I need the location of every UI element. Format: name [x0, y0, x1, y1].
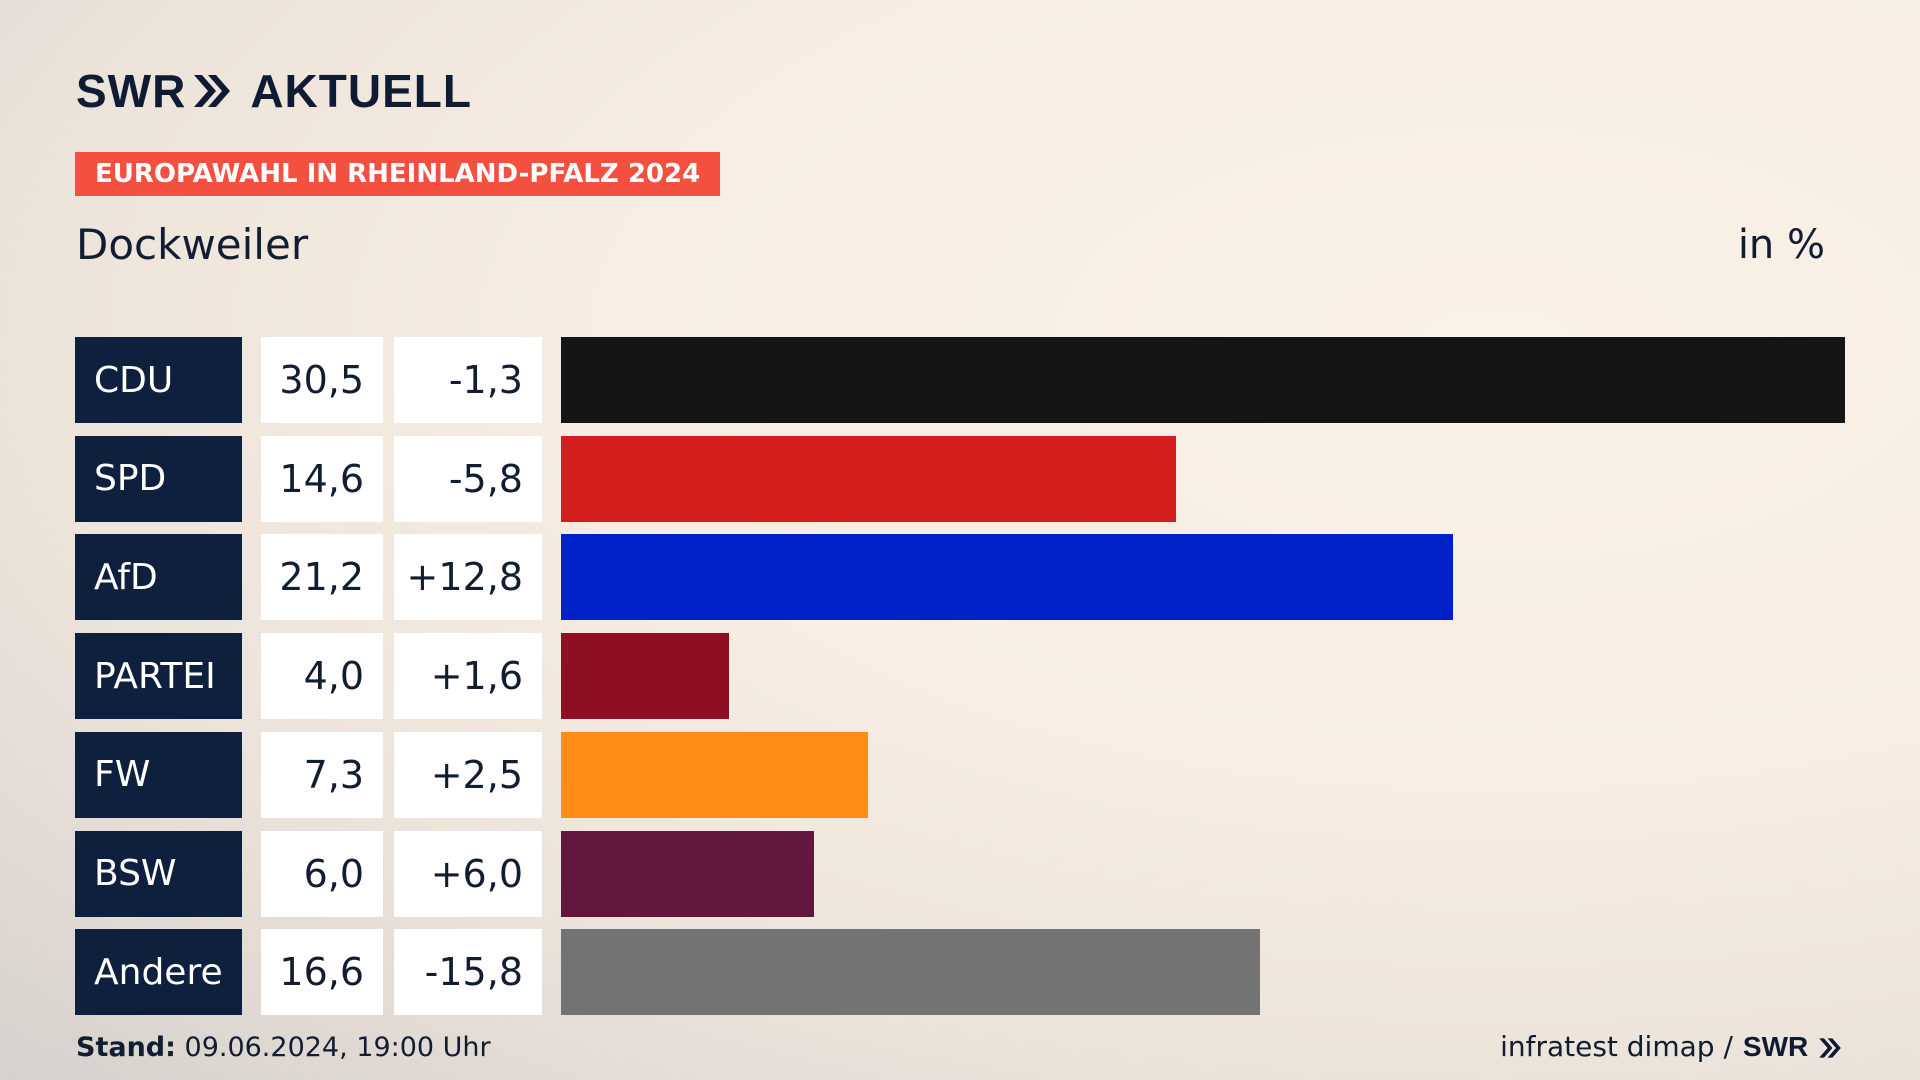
logo-aktuell-text: AKTUELL [250, 65, 472, 117]
party-label: BSW [75, 830, 242, 917]
vote-change-value: +12,8 [394, 534, 542, 621]
party-label: FW [75, 731, 242, 818]
vote-change-value: +2,5 [394, 731, 542, 818]
vote-share-value: 21,2 [261, 534, 383, 621]
vote-share-value: 16,6 [261, 929, 383, 1016]
result-bar [561, 337, 1845, 423]
result-row: AfD 21,2 +12,8 [0, 534, 1920, 621]
double-chevron-small-icon [1819, 1038, 1841, 1058]
vote-change-value: -15,8 [394, 929, 542, 1016]
result-row: BSW 6,0 +6,0 [0, 830, 1920, 917]
result-bar [561, 929, 1260, 1016]
vote-share-value: 4,0 [261, 633, 383, 720]
timestamp: Stand: 09.06.2024, 19:00 Uhr [76, 1032, 491, 1063]
double-chevron-icon [194, 75, 231, 107]
vote-change-value: -5,8 [394, 435, 542, 522]
party-label: SPD [75, 435, 242, 522]
unit-label: in % [1737, 222, 1825, 268]
vote-change-value: -1,3 [394, 337, 542, 423]
stand-value: 09.06.2024, 19:00 Uhr [184, 1032, 491, 1063]
vote-change-value: +6,0 [394, 830, 542, 917]
result-bar [561, 534, 1453, 621]
result-bar [561, 633, 729, 720]
vote-share-value: 7,3 [261, 731, 383, 818]
party-label: AfD [75, 534, 242, 621]
party-label: CDU [75, 337, 242, 423]
party-label: PARTEI [75, 633, 242, 720]
result-row: CDU 30,5 -1,3 [0, 337, 1920, 423]
vote-share-value: 6,0 [261, 830, 383, 917]
vote-change-value: +1,6 [394, 633, 542, 720]
result-bar [561, 731, 868, 818]
vote-share-value: 30,5 [261, 337, 383, 423]
result-row: Andere 16,6 -15,8 [0, 929, 1920, 1016]
result-row: PARTEI 4,0 +1,6 [0, 633, 1920, 720]
result-row: SPD 14,6 -5,8 [0, 435, 1920, 522]
result-bar [561, 435, 1176, 522]
result-bar [561, 830, 814, 917]
election-badge: EUROPAWAHL IN RHEINLAND-PFALZ 2024 [75, 152, 721, 196]
source-text: infratest dimap / [1500, 1030, 1733, 1063]
party-label: Andere [75, 929, 242, 1016]
stand-label: Stand: [76, 1032, 176, 1063]
source-credit: infratest dimap / SWR [1500, 1030, 1842, 1063]
logo-swr-text: SWR [76, 65, 187, 117]
result-row: FW 7,3 +2,5 [0, 731, 1920, 818]
swr-small-logo-text: SWR [1742, 1030, 1809, 1062]
vote-share-value: 14,6 [261, 435, 383, 522]
swr-aktuell-logo: SWR AKTUELL [76, 65, 472, 117]
region-title: Dockweiler [76, 220, 309, 269]
swr-small-logo: SWR [1743, 1031, 1842, 1063]
